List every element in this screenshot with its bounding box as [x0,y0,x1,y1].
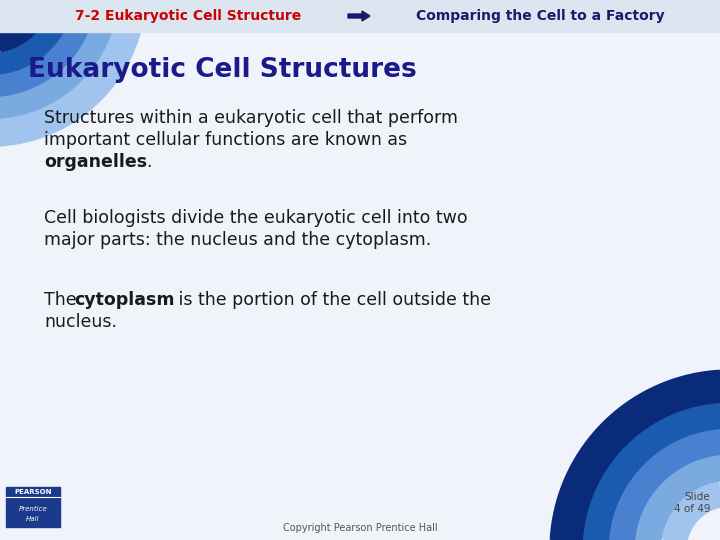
Text: nucleus.: nucleus. [44,313,117,331]
Text: important cellular functions are known as: important cellular functions are known a… [44,131,407,149]
Text: .: . [146,153,151,171]
Text: Prentice: Prentice [19,506,48,512]
Text: Slide: Slide [685,492,710,502]
Bar [6,487,60,527]
FancyArrow shape [348,11,370,21]
Text: Structures within a eukaryotic cell that perform: Structures within a eukaryotic cell that… [44,109,458,127]
Text: is the portion of the cell outside the: is the portion of the cell outside the [173,291,491,309]
Text: Eukaryotic Cell Structures: Eukaryotic Cell Structures [28,57,417,83]
Bar [0,0,720,32]
Text: PEARSON: PEARSON [14,489,52,495]
Text: Copyright Pearson Prentice Hall: Copyright Pearson Prentice Hall [283,523,437,533]
Text: major parts: the nucleus and the cytoplasm.: major parts: the nucleus and the cytopla… [44,231,431,249]
Text: 4 of 49: 4 of 49 [673,504,710,514]
Text: organelles: organelles [44,153,147,171]
Text: Comparing the Cell to a Factory: Comparing the Cell to a Factory [415,9,665,23]
Text: cytoplasm: cytoplasm [74,291,174,309]
Text: Hall: Hall [26,516,40,522]
Text: Cell biologists divide the eukaryotic cell into two: Cell biologists divide the eukaryotic ce… [44,209,467,227]
Text: The: The [44,291,82,309]
Text: 7-2 Eukaryotic Cell Structure: 7-2 Eukaryotic Cell Structure [75,9,301,23]
